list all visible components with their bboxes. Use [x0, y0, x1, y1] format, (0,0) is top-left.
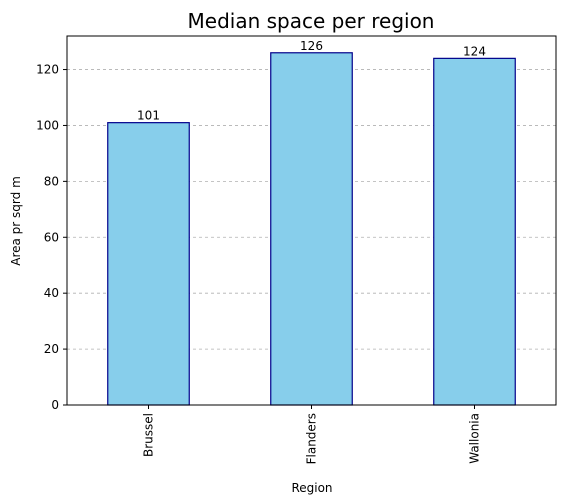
y-tick-label: 100	[36, 118, 59, 132]
y-tick-label: 120	[36, 63, 59, 77]
y-tick-label: 0	[51, 398, 59, 412]
bar-flanders	[270, 52, 353, 406]
bars	[107, 52, 516, 406]
bar-wallonia	[433, 57, 516, 406]
x-axis-label: Region	[291, 481, 332, 495]
data-label-brussel: 101	[137, 109, 160, 123]
x-axis-ticks: Brussel Flanders Wallonia	[142, 405, 482, 464]
y-tick-label: 40	[44, 286, 59, 300]
x-tick-label: Wallonia	[468, 413, 482, 464]
data-label-wallonia: 124	[463, 44, 486, 58]
y-axis-label: Area pr sqrd m	[9, 176, 23, 266]
data-label-flanders: 126	[300, 39, 323, 53]
y-axis-ticks: 0 20 40 60 80 100 120	[36, 63, 67, 412]
bar-brussel	[107, 122, 190, 406]
chart-title: Median space per region	[188, 9, 435, 33]
y-tick-label: 20	[44, 342, 59, 356]
x-tick-label: Flanders	[305, 413, 319, 464]
y-tick-label: 60	[44, 230, 59, 244]
data-labels: 101 126 124	[137, 39, 486, 123]
y-tick-label: 80	[44, 174, 59, 188]
x-tick-label: Brussel	[142, 413, 156, 457]
